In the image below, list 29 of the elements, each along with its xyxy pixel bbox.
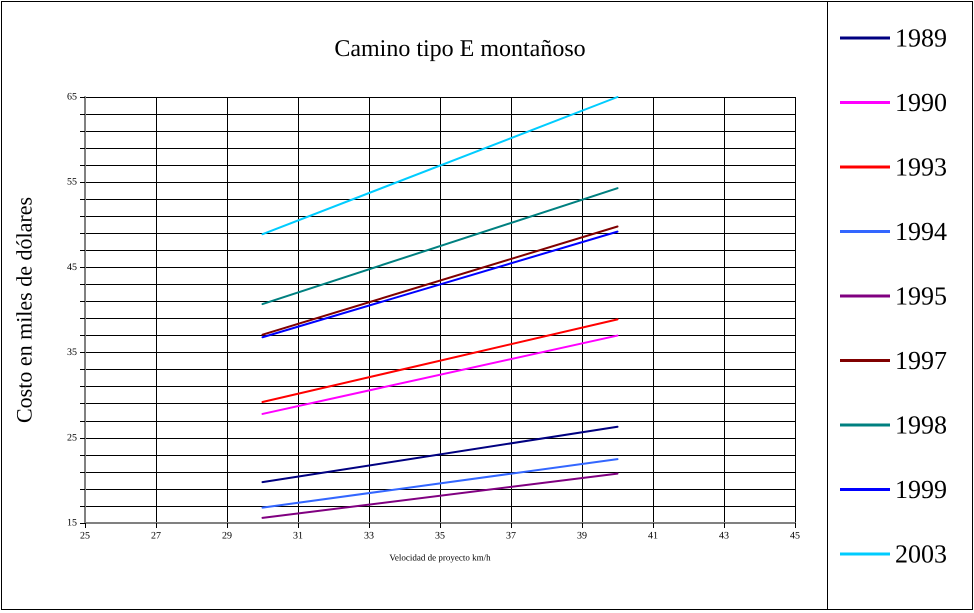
x-axis-title: Velocidad de proyecto km/h bbox=[389, 552, 492, 562]
x-tick-label: 31 bbox=[293, 530, 303, 542]
y-tick-label: 55 bbox=[67, 176, 77, 188]
y-tick-label: 45 bbox=[67, 262, 77, 273]
legend-label: 1994 bbox=[895, 217, 947, 246]
x-tick-label: 25 bbox=[80, 530, 90, 542]
legend-label: 1990 bbox=[895, 88, 947, 117]
x-tick-label: 43 bbox=[719, 530, 729, 542]
legend-label: 1999 bbox=[895, 475, 947, 504]
x-tick-label: 45 bbox=[790, 530, 800, 542]
legend-label: 1993 bbox=[895, 152, 947, 182]
y-tick-label: 35 bbox=[67, 347, 77, 358]
x-tick-label: 27 bbox=[151, 530, 161, 542]
x-tick-label: 37 bbox=[506, 530, 516, 542]
x-tick-label: 41 bbox=[648, 530, 658, 542]
y-tick-label: 15 bbox=[67, 518, 77, 528]
legend-label: 1995 bbox=[895, 282, 947, 310]
legend-label: 2003 bbox=[895, 540, 947, 568]
legend-label: 1989 bbox=[895, 24, 947, 52]
x-tick-label: 33 bbox=[364, 530, 374, 542]
legend-label: 1997 bbox=[895, 346, 947, 375]
chart-title: Camino tipo E montañoso bbox=[334, 36, 586, 62]
y-tick-label: 25 bbox=[67, 432, 77, 444]
y-tick-label: 65 bbox=[67, 92, 77, 102]
x-tick-label: 29 bbox=[222, 530, 232, 542]
y-axis-title: Costo en miles de dólares bbox=[12, 196, 36, 424]
x-tick-label: 39 bbox=[577, 530, 587, 542]
x-tick-label: 35 bbox=[435, 530, 445, 542]
legend-label: 1998 bbox=[895, 410, 947, 440]
